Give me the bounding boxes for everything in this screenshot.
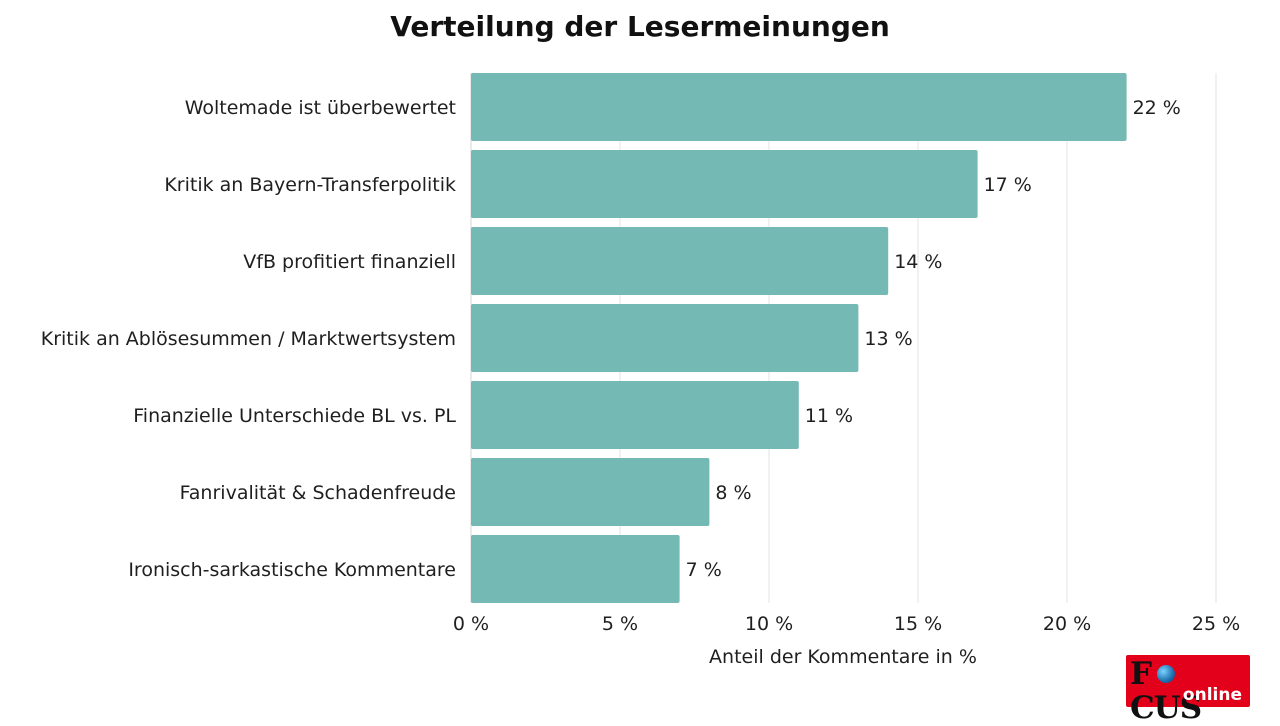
bar bbox=[471, 381, 799, 449]
x-tick-label: 5 % bbox=[602, 613, 638, 635]
category-label: Ironisch-sarkastische Kommentare bbox=[128, 559, 456, 581]
category-label: Kritik an Ablösesummen / Marktwertsystem bbox=[41, 328, 456, 350]
focus-online-logo: F CUS online bbox=[1126, 655, 1250, 725]
bar bbox=[471, 304, 859, 372]
category-label: Woltemade ist überbewertet bbox=[185, 97, 456, 119]
globe-icon bbox=[1157, 665, 1175, 683]
x-tick-label: 0 % bbox=[453, 613, 489, 635]
bar bbox=[471, 458, 710, 526]
value-label: 17 % bbox=[984, 174, 1032, 196]
chart-title: Verteilung der Lesermeinungen bbox=[390, 10, 890, 43]
x-tick-label: 25 % bbox=[1192, 613, 1240, 635]
value-label: 8 % bbox=[715, 482, 751, 504]
category-label: Fanrivalität & Schadenfreude bbox=[180, 482, 456, 504]
category-label: VfB profitiert finanziell bbox=[243, 251, 456, 273]
value-label: 11 % bbox=[805, 405, 853, 427]
x-axis-title: Anteil der Kommentare in % bbox=[709, 646, 977, 668]
bars bbox=[471, 73, 1127, 603]
labels: 0 % 5 % 10 % 15 % 20 % 25 % Woltemade ist über… bbox=[41, 97, 1240, 635]
value-label: 22 % bbox=[1133, 97, 1181, 119]
x-tick-label: 15 % bbox=[894, 613, 942, 635]
category-label: Kritik an Bayern-Transferpolitik bbox=[164, 174, 456, 196]
bar bbox=[471, 227, 889, 295]
value-label: 14 % bbox=[894, 251, 942, 273]
value-label: 7 % bbox=[686, 559, 722, 581]
x-tick-label: 20 % bbox=[1043, 613, 1091, 635]
bar bbox=[471, 73, 1127, 141]
category-label: Finanzielle Unterschiede BL vs. PL bbox=[133, 405, 456, 427]
logo-subtitle: online bbox=[1182, 685, 1242, 705]
bar bbox=[471, 150, 978, 218]
x-tick-label: 10 % bbox=[745, 613, 793, 635]
value-label: 13 % bbox=[864, 328, 912, 350]
bar bbox=[471, 535, 680, 603]
